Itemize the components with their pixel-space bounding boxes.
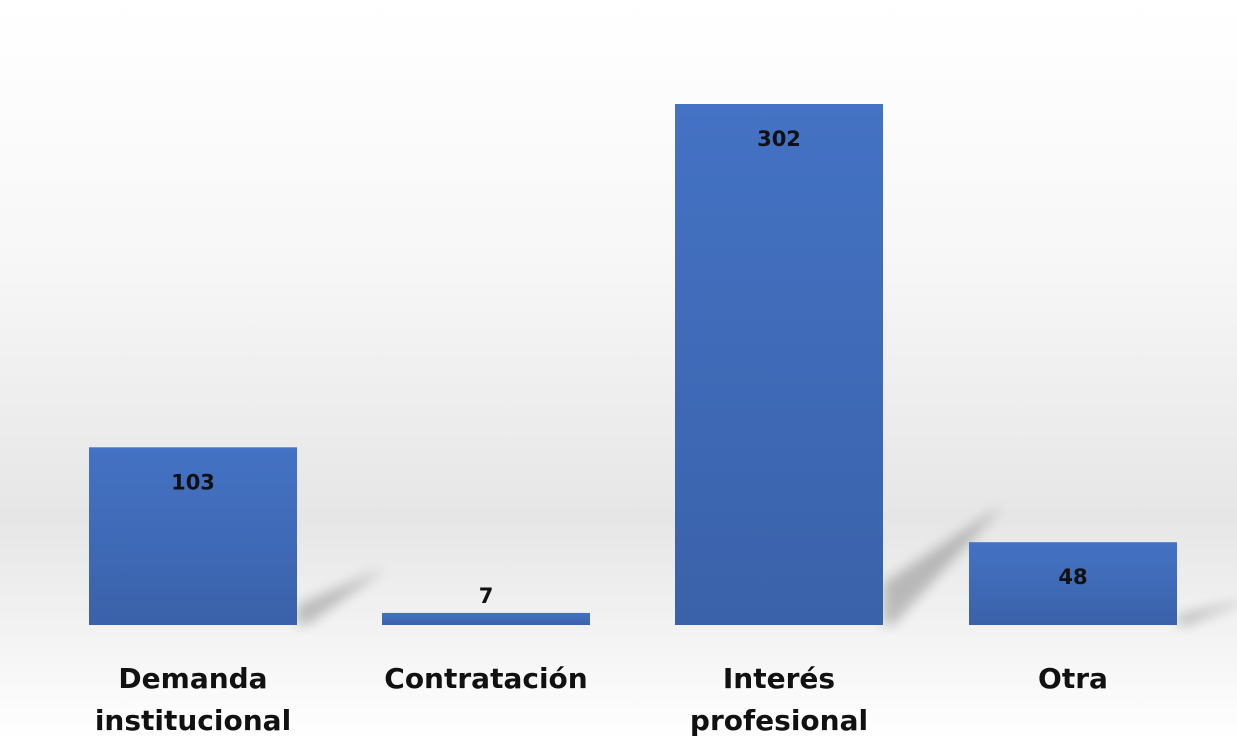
category-label: Demanda (118, 662, 267, 695)
category-label: Contratación (384, 662, 587, 695)
bar-value-label: 103 (171, 470, 215, 494)
bar-shadows (297, 505, 1237, 625)
bar-shadow (883, 505, 1003, 625)
bar (969, 542, 1177, 625)
category-labels: Demanda institucional Contratación Interés p… (95, 662, 1108, 737)
category-label: institucional (95, 704, 291, 737)
bars (89, 104, 1177, 625)
bar-value-label: 302 (757, 127, 801, 151)
bar (675, 104, 883, 625)
category-label: profesional (690, 704, 868, 737)
bar (89, 447, 297, 625)
bar-shadow (1177, 601, 1237, 625)
bar-value-label: 48 (1058, 565, 1087, 589)
value-labels: 103 7 302 48 (171, 127, 1088, 608)
bar-value-label: 7 (479, 584, 494, 608)
bar-shadow (297, 568, 386, 625)
bar (382, 612, 590, 625)
category-label: Otra (1038, 662, 1108, 695)
category-label: Interés (723, 662, 835, 695)
